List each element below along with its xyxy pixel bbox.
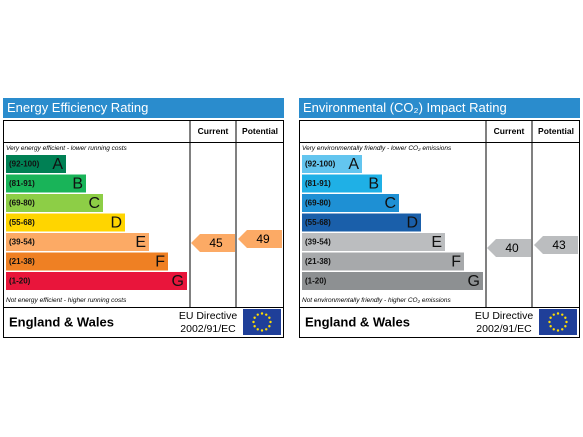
band — [302, 155, 362, 173]
flag-star — [564, 316, 567, 319]
rating-arrow — [534, 236, 578, 254]
epc-panel: Environmental (CO₂) Impact Rating Current… — [299, 98, 580, 338]
flag-star — [552, 313, 555, 316]
band-range: (92-100) — [9, 160, 40, 169]
flag-star — [268, 325, 271, 328]
header-potential: Potential — [242, 126, 278, 136]
title-bar — [299, 98, 580, 118]
rating-value: 45 — [209, 236, 223, 250]
band-range: (1-20) — [9, 277, 31, 286]
band-range: (39-54) — [305, 238, 331, 247]
band-range: (55-68) — [9, 218, 35, 227]
bottom-note: Not environmentally friendly - higher CO… — [302, 297, 452, 304]
band-range: (1-20) — [305, 277, 327, 286]
band — [302, 272, 483, 290]
rating-arrow — [487, 239, 531, 257]
rating-value: 43 — [552, 238, 566, 252]
top-note: Very energy efficient - lower running co… — [6, 145, 128, 152]
frame — [3, 120, 284, 338]
directive: EU Directive — [475, 310, 534, 322]
flag-star — [265, 328, 268, 331]
flag-star — [549, 316, 552, 319]
frame — [299, 120, 580, 338]
band-letter: B — [72, 176, 83, 193]
flag-star — [548, 320, 551, 324]
directive: EU Directive — [179, 310, 238, 322]
title-bar — [3, 98, 284, 118]
band-letter: E — [431, 234, 442, 251]
panel-title: Environmental (CO₂) Impact Rating — [303, 100, 507, 115]
flag-star — [565, 320, 568, 324]
region: England & Wales — [9, 314, 114, 329]
band-range: (21-38) — [305, 257, 331, 266]
flag-star — [265, 313, 268, 316]
band-letter: E — [135, 234, 146, 251]
band — [302, 194, 399, 212]
band-letter: F — [155, 254, 165, 271]
region: England & Wales — [305, 314, 410, 329]
band — [302, 252, 464, 271]
band-letter: C — [384, 195, 396, 212]
flag-star — [260, 329, 264, 332]
flag-star — [549, 325, 552, 328]
band-range: (21-38) — [9, 257, 35, 266]
directive: 2002/91/EC — [476, 323, 532, 335]
band — [6, 272, 187, 290]
directive: 2002/91/EC — [180, 323, 236, 335]
band-letter: A — [52, 156, 63, 173]
flag-star — [252, 320, 255, 324]
flag-star — [564, 325, 567, 328]
band-letter: A — [348, 156, 359, 173]
flag-star — [253, 325, 256, 328]
band — [302, 174, 382, 193]
band-range: (69-80) — [305, 199, 331, 208]
band-letter: B — [368, 176, 379, 193]
top-note: Very environmentally friendly - lower CO… — [302, 145, 452, 152]
band — [6, 155, 66, 173]
flag-star — [556, 329, 560, 332]
band-letter: D — [110, 215, 122, 232]
flag-star — [268, 316, 271, 319]
flag-star — [561, 313, 564, 316]
header-current: Current — [198, 126, 229, 136]
rating-value: 49 — [256, 232, 270, 246]
band-range: (81-91) — [305, 179, 331, 188]
rating-value: 40 — [505, 241, 519, 255]
flag-star — [556, 312, 560, 315]
band-letter: G — [468, 273, 480, 290]
band-range: (81-91) — [9, 179, 35, 188]
flag-star — [561, 328, 564, 331]
band-range: (69-80) — [9, 199, 35, 208]
band-range: (55-68) — [305, 218, 331, 227]
header-current: Current — [494, 126, 525, 136]
band — [6, 194, 103, 212]
band-letter: G — [172, 273, 184, 290]
band — [6, 213, 125, 232]
band — [6, 174, 86, 193]
rating-arrow — [238, 230, 282, 248]
flag-star — [269, 320, 272, 324]
flag-star — [256, 313, 259, 316]
band-letter: D — [406, 215, 418, 232]
band-range: (39-54) — [9, 238, 35, 247]
flag-star — [552, 328, 555, 331]
band — [302, 233, 445, 251]
bottom-note: Not energy efficient - higher running co… — [6, 297, 127, 304]
epc-panel: Energy Efficiency Rating Current Potential… — [3, 98, 284, 338]
flag-star — [256, 328, 259, 331]
band — [6, 233, 149, 251]
band — [6, 252, 168, 271]
panel-title: Energy Efficiency Rating — [7, 100, 148, 115]
band-letter: C — [88, 195, 100, 212]
flag-star — [253, 316, 256, 319]
band-letter: F — [451, 254, 461, 271]
band — [302, 213, 421, 232]
header-potential: Potential — [538, 126, 574, 136]
rating-arrow — [191, 234, 235, 252]
band-range: (92-100) — [305, 160, 336, 169]
flag-star — [260, 312, 264, 315]
